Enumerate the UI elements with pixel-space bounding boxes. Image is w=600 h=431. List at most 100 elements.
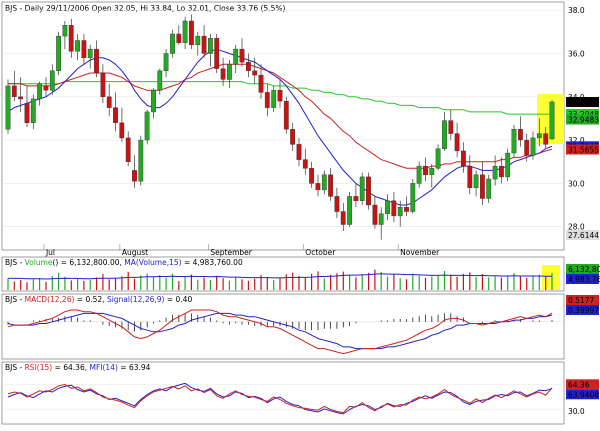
price-panel-frame	[1, 1, 565, 251]
candle	[461, 142, 466, 173]
candle	[56, 31, 62, 76]
candle	[151, 88, 156, 119]
macd-lines	[2, 309, 564, 355]
candle-body	[290, 128, 295, 145]
candle	[49, 64, 55, 95]
candle	[296, 137, 302, 167]
candle-body	[334, 196, 340, 212]
candle	[340, 202, 346, 231]
price-y-tick: 38.0	[568, 6, 585, 15]
candle-body	[239, 48, 245, 63]
candle-body	[176, 33, 182, 43]
candle	[239, 38, 245, 67]
candle-body	[302, 159, 308, 169]
candle	[233, 44, 239, 73]
candle-body	[151, 90, 156, 113]
month-label: November	[400, 248, 440, 257]
candle	[334, 187, 340, 218]
candle	[353, 183, 359, 208]
candle	[214, 34, 220, 73]
candle-body	[226, 64, 232, 80]
volume-panel-label: BJS - Volume() = 6,132,800.00, MA(Volume…	[5, 258, 243, 267]
price-value-box-bg	[566, 97, 599, 107]
candle	[543, 127, 549, 149]
candle-body	[100, 72, 106, 97]
candle	[410, 179, 416, 214]
candle-body	[378, 213, 384, 225]
candle-body	[435, 148, 441, 169]
candle	[511, 124, 517, 158]
rsi-value-box-bg	[566, 389, 599, 400]
candle	[176, 25, 182, 45]
candle	[5, 79, 11, 134]
candle-body	[277, 90, 283, 102]
candle-body	[328, 174, 333, 197]
macd-panel-frame	[1, 293, 565, 360]
volume-value-box-text: 6,132,800	[568, 265, 600, 274]
month-label: October	[305, 248, 336, 257]
candle-body	[429, 167, 435, 175]
candle-body	[473, 174, 479, 188]
price-value-box-text: 33.76	[568, 98, 590, 107]
candle-body	[132, 170, 137, 182]
macd-panel-label: BJS - MACD(12,26) = 0.52, Signal(12,26,9…	[5, 295, 192, 304]
candle	[87, 44, 93, 69]
price-value-box: 32.9483	[566, 114, 599, 125]
candle-body	[461, 150, 466, 167]
volume-value-box-bg	[566, 264, 599, 274]
rsi-value-box-text: 63.9408	[568, 390, 599, 399]
candle	[30, 94, 36, 130]
rsi-line	[7, 383, 553, 414]
candle	[201, 25, 207, 58]
volume-ma-line	[7, 273, 552, 280]
candle	[524, 133, 530, 162]
candle	[366, 172, 371, 210]
candle-body	[24, 103, 30, 124]
candle	[480, 161, 485, 205]
candle	[328, 168, 333, 201]
price-value-box-bg	[566, 144, 599, 155]
candle-body	[499, 165, 504, 178]
candle	[448, 109, 454, 141]
candle-body	[195, 35, 201, 45]
candle-body	[68, 25, 74, 52]
price-y-tick: 30.0	[568, 179, 585, 188]
candle	[492, 155, 498, 186]
volume-highlight	[542, 265, 560, 290]
candle	[283, 96, 289, 134]
volume-value-box: 4,983,760	[566, 274, 600, 284]
candle-body	[410, 183, 416, 212]
candle-body	[423, 165, 428, 176]
candle-body	[113, 107, 118, 123]
candle	[182, 16, 188, 50]
candle-body	[37, 83, 43, 100]
candle-body	[347, 196, 352, 225]
rsi-value-box-bg	[566, 379, 599, 390]
candle-body	[245, 61, 251, 71]
candle	[429, 163, 435, 188]
candle-body	[454, 133, 460, 152]
candle-body	[511, 128, 517, 154]
candle-body	[56, 35, 62, 71]
candle	[125, 131, 131, 167]
candle	[271, 85, 277, 112]
x-axis-month-labels: Jul August September October November	[43, 244, 440, 257]
price-value-box-text: 31.5655	[568, 146, 599, 155]
month-label: August	[122, 248, 148, 257]
macd-line	[7, 309, 553, 355]
candle	[473, 170, 479, 197]
price-y-tick: 32.0	[568, 136, 585, 145]
candle-body	[359, 176, 365, 201]
candle-body	[549, 101, 555, 140]
candle	[258, 64, 264, 99]
candle-body	[144, 111, 150, 141]
candle-body	[467, 165, 473, 189]
candle-body	[214, 38, 220, 69]
price-value-box: 31.5655	[566, 144, 599, 155]
candle	[359, 172, 365, 205]
rsi-mfi-lines	[2, 382, 564, 415]
candle-body	[309, 167, 314, 184]
price-value-box-text: 32.9483	[568, 116, 599, 125]
